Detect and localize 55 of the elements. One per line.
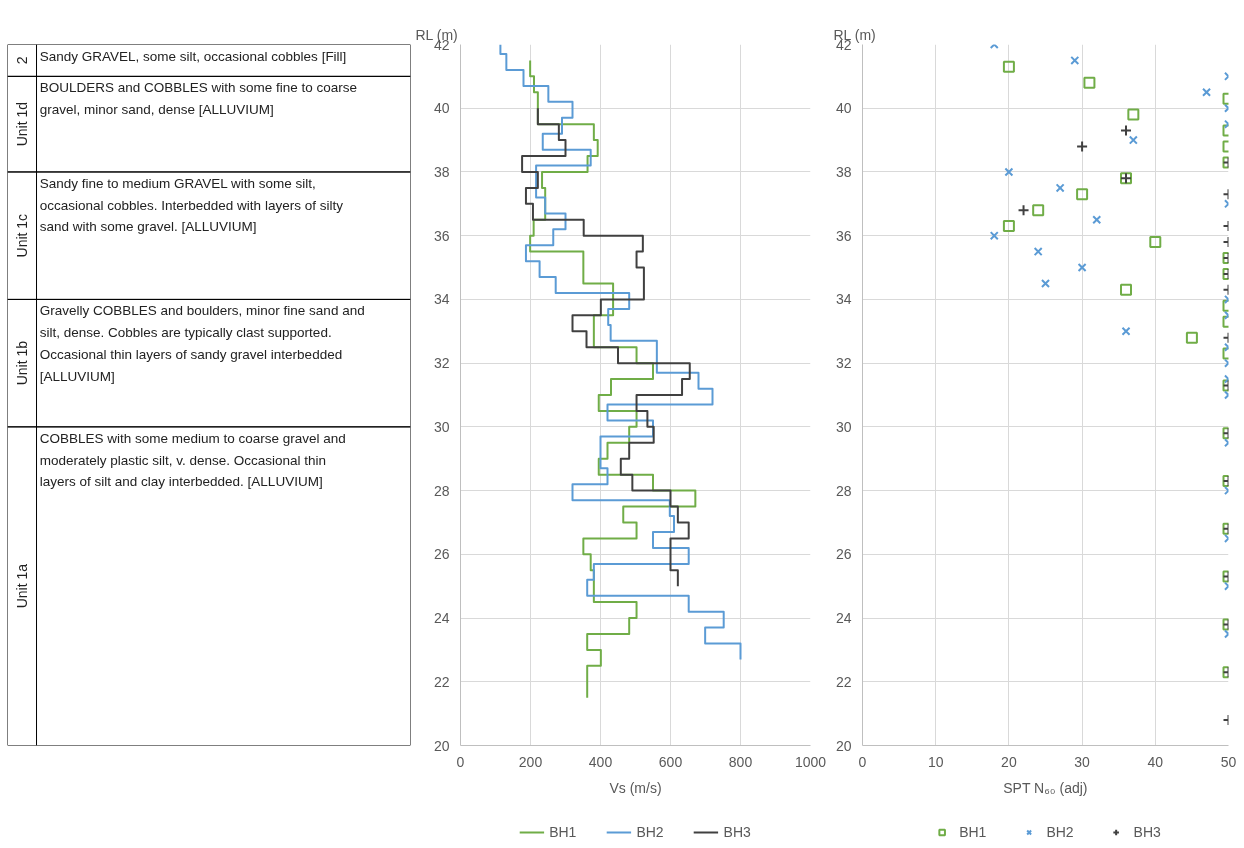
text: Unit 1a (14, 563, 31, 609)
x-tick-label: 0 (456, 753, 465, 770)
text: Unit 1c (14, 213, 31, 258)
x-tick-label: 10 (927, 753, 944, 770)
text: Unit 1d (14, 101, 31, 147)
y-tick-label: 30 (835, 418, 852, 435)
x-axis-title: Vs (m/s) (609, 779, 662, 796)
x-tick-label: 400 (588, 753, 613, 770)
x-tick-label: 1000 (794, 753, 827, 770)
text: BOULDERS and COBBLES with some fine to coarse gravel, minor sand, dense [ALLUVIUM] (39, 80, 358, 118)
text: COBBLES with some medium to coarse gravel and moderately plastic silt, v. dense. Occasional thin layers of silt and clay interbedded. [ALLUVIUM] (39, 430, 346, 490)
legend-label: BH2 (636, 824, 664, 840)
y-tick-label: 28 (433, 482, 450, 499)
legend-label: BH3 (1133, 824, 1161, 840)
y-tick-label: 32 (835, 355, 852, 372)
x-axis-title: SPT N₆₀ (adj) (1003, 779, 1088, 796)
y-tick-label: 26 (433, 546, 450, 563)
y-tick-label: 20 (835, 737, 852, 754)
legend-label: BH1 (959, 824, 987, 840)
x-tick-label: 600 (658, 753, 683, 770)
x-tick-label: 20 (1001, 753, 1017, 770)
x-tick-label: 0 (858, 753, 867, 770)
y-tick-label: 24 (433, 610, 450, 627)
legend-label: BH2 (1046, 824, 1074, 840)
y-tick-label: 30 (433, 418, 450, 435)
y-tick-label: 34 (835, 291, 852, 308)
y-tick-label: 32 (433, 355, 450, 372)
text: Unit 1b (14, 340, 31, 386)
y-tick-label: 38 (433, 163, 450, 180)
y-tick-label: 22 (433, 673, 450, 690)
legend-label: BH3 (723, 824, 751, 840)
x-tick-label: 40 (1147, 753, 1164, 770)
x-tick-label: 30 (1074, 753, 1091, 770)
line-series (499, 44, 742, 661)
y-tick-label: 34 (433, 291, 450, 308)
x-tick-label: 50 (1220, 753, 1237, 770)
text: Sandy GRAVEL, some silt, occasional cobbles [Fill] (39, 48, 347, 64)
y-tick-label: 22 (835, 673, 852, 690)
line-series (521, 107, 691, 588)
y-tick-label: 36 (433, 227, 450, 244)
line-series (529, 59, 697, 699)
text: 2 (14, 56, 31, 65)
y-tick-label: 36 (835, 227, 852, 244)
y-tick-label: 20 (433, 737, 450, 754)
text: Sandy fine to medium GRAVEL with some silt, occasional cobbles. Interbedded with layers of silty sand with some gravel. [ALLUVIUM] (39, 175, 344, 235)
x-tick-label: 200 (518, 753, 543, 770)
y-tick-label: 40 (835, 100, 852, 117)
x-tick-label: 800 (728, 753, 753, 770)
legend-label: BH1 (549, 824, 577, 840)
y-tick-label: 38 (835, 163, 852, 180)
y-tick-label: 26 (835, 546, 852, 563)
text: Gravelly COBBLES and boulders, minor fine sand and silt, dense. Cobbles are typically clast supported. Occasional thin layers of sandy gravel interbedded [ALLUVIUM] (39, 303, 365, 384)
y-tick-label: 28 (835, 482, 852, 499)
y-tick-label: 40 (433, 100, 450, 117)
y-tick-label: 24 (835, 610, 852, 627)
